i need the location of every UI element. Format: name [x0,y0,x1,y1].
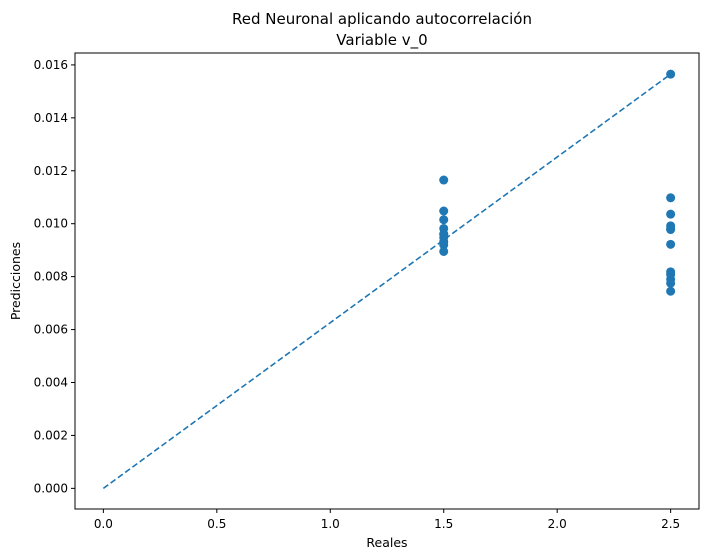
y-tick-label: 0.006 [34,323,68,337]
axes-frame [74,52,700,510]
x-axis-label: Reales [366,535,407,550]
scatter-point [666,69,676,79]
x-tick-label: 0.5 [207,517,226,531]
scatter-point [439,215,449,225]
scatter-point [666,209,676,219]
x-tick-label: 1.5 [434,517,453,531]
scatter-point [439,229,449,239]
y-axis: 0.000 0.002 0.004 0.006 0.008 0.010 0.012 0.014… [34,58,75,495]
y-tick-label: 0.008 [34,270,68,284]
scatter-point [666,239,676,249]
x-tick-label: 1.0 [321,517,340,531]
scatter-point [666,225,676,235]
scatter-point [439,240,449,250]
y-tick-label: 0.016 [34,58,68,72]
scatter-point [439,246,449,256]
scatter-point [666,193,676,203]
x-tick-label: 2.5 [661,517,680,531]
y-tick-label: 0.000 [34,481,68,495]
x-tick-label: 0.0 [94,517,113,531]
x-axis: 0.0 0.5 1.0 1.5 2.0 2.5 [94,509,680,531]
y-tick-label: 0.010 [34,217,68,231]
chart-title: Red Neuronal aplicando autocorrelación [232,10,532,28]
y-tick-label: 0.014 [34,111,68,125]
chart-subtitle: Variable v_0 [336,31,427,50]
y-tick-label: 0.012 [34,164,68,178]
reference-line [102,73,672,490]
scatter-point [439,206,449,216]
scatter-point [439,175,449,185]
scatter-point [666,286,676,296]
y-axis-label: Predicciones [8,242,23,320]
y-tick-label: 0.002 [34,428,68,442]
scatter-point [666,278,676,288]
y-tick-label: 0.004 [34,375,68,389]
plot-area [102,69,676,490]
x-tick-label: 2.0 [548,517,567,531]
